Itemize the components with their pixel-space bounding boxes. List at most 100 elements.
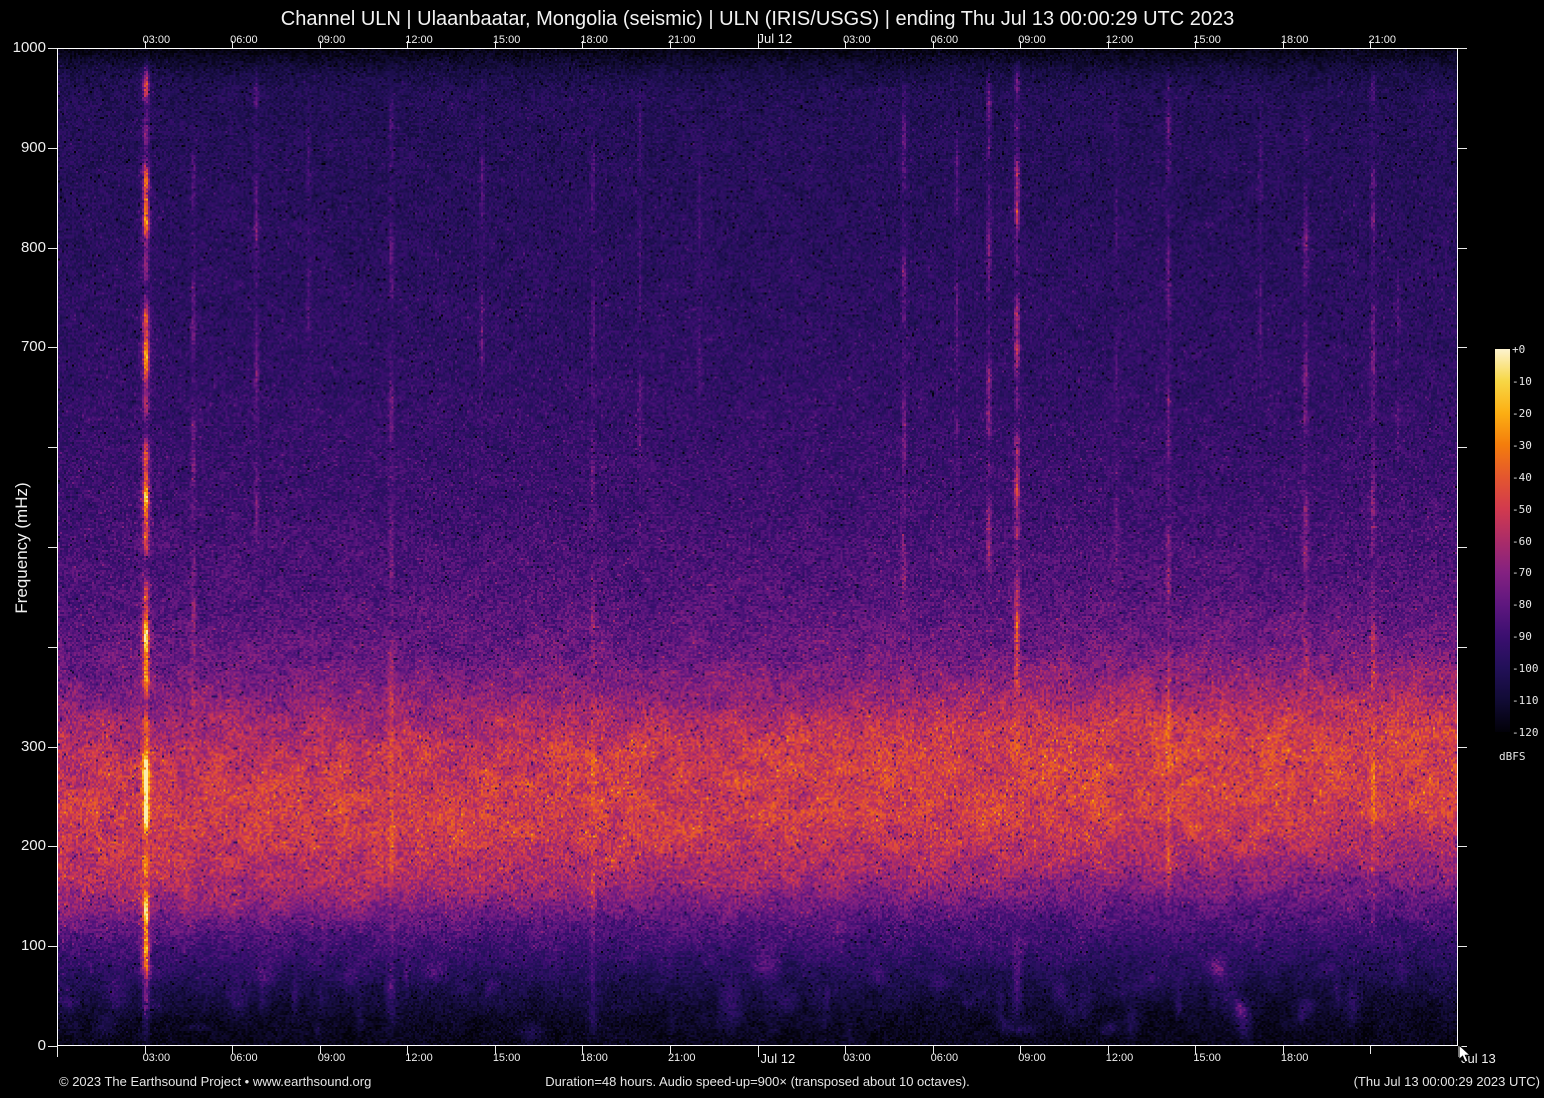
y-tick-left bbox=[48, 646, 57, 648]
x-tick-label-top: 18:00 bbox=[580, 34, 608, 46]
y-tick-label: 900 bbox=[20, 138, 46, 156]
x-tick-bottom bbox=[1282, 1046, 1284, 1054]
x-tick-label-bottom: 18:00 bbox=[1280, 1052, 1309, 1064]
x-tick-label-bottom: 06:00 bbox=[930, 1052, 959, 1064]
x-tick-top bbox=[1195, 41, 1197, 48]
y-tick-label: 800 bbox=[20, 238, 46, 256]
y-tick-left bbox=[48, 447, 57, 449]
x-tick-top bbox=[407, 41, 409, 48]
footer-copyright: © 2023 The Earthsound Project • www.eart… bbox=[59, 1074, 372, 1089]
x-tick-label-top: 12:00 bbox=[1105, 34, 1134, 46]
x-tick-bottom bbox=[757, 1046, 759, 1057]
x-tick-label-top: 06:00 bbox=[930, 34, 959, 46]
x-tick-label-top: 18:00 bbox=[1280, 34, 1309, 46]
y-tick-left bbox=[48, 1046, 57, 1047]
colorbar-tick-label: -70 bbox=[1512, 566, 1532, 580]
x-tick-bottom bbox=[319, 1046, 321, 1054]
x-tick-top bbox=[1282, 41, 1284, 48]
y-tick-right bbox=[1458, 946, 1467, 948]
y-tick-label: 0 bbox=[37, 1037, 46, 1054]
x-tick-label-bottom: 12:00 bbox=[1105, 1052, 1134, 1064]
y-tick-left bbox=[48, 48, 57, 49]
x-tick-top bbox=[845, 41, 847, 48]
x-tick-label-bottom: 03:00 bbox=[142, 1052, 171, 1064]
x-tick-top bbox=[1107, 41, 1109, 48]
x-tick-top bbox=[932, 41, 934, 48]
y-tick-label: 300 bbox=[20, 737, 46, 755]
colorbar-tick-label: -10 bbox=[1512, 374, 1532, 388]
colorbar-tick-label: -100 bbox=[1512, 662, 1539, 676]
y-tick-label: 700 bbox=[20, 338, 46, 356]
x-tick-bottom bbox=[845, 1046, 847, 1054]
y-tick-label: 200 bbox=[20, 837, 46, 855]
x-tick-label-bottom: 06:00 bbox=[230, 1052, 258, 1064]
x-tick-label-bottom: 03:00 bbox=[843, 1052, 871, 1064]
x-tick-label-top: 06:00 bbox=[230, 34, 258, 46]
y-tick-right bbox=[1458, 846, 1467, 848]
x-tick-bottom bbox=[1107, 1046, 1109, 1054]
spectrogram-image bbox=[58, 49, 1457, 1045]
colorbar-tick-label: -90 bbox=[1512, 630, 1532, 644]
x-tick-top bbox=[757, 34, 759, 48]
colorbar-tick-label: -110 bbox=[1512, 694, 1539, 708]
x-tick-bottom bbox=[1195, 1046, 1197, 1054]
x-tick-label-bottom: 18:00 bbox=[580, 1052, 608, 1064]
y-tick-left bbox=[48, 846, 57, 848]
x-tick-bottom bbox=[57, 1046, 58, 1057]
x-tick-label-top: 15:00 bbox=[1193, 34, 1221, 46]
y-tick-right bbox=[1458, 147, 1467, 149]
page-title: Channel ULN | Ulaanbaatar, Mongolia (sei… bbox=[280, 8, 1235, 30]
x-tick-label-top: Jul 12 bbox=[757, 31, 793, 46]
x-tick-label-top: 21:00 bbox=[1368, 34, 1396, 46]
y-tick-left bbox=[48, 746, 57, 748]
colorbar-gradient bbox=[1495, 349, 1510, 732]
x-tick-top bbox=[1020, 41, 1022, 48]
y-tick-left bbox=[48, 547, 57, 548]
colorbar-tick-label: -20 bbox=[1512, 406, 1532, 420]
x-tick-label-top: 03:00 bbox=[142, 34, 171, 46]
y-tick-left bbox=[48, 247, 57, 249]
colorbar-tick-label: -30 bbox=[1512, 438, 1532, 452]
colorbar-tick-label: -80 bbox=[1512, 598, 1532, 612]
x-tick-label-top: 09:00 bbox=[317, 34, 346, 46]
x-tick-label-top: 12:00 bbox=[405, 34, 433, 46]
x-tick-label-bottom: 21:00 bbox=[667, 1052, 696, 1064]
x-tick-label-top: 03:00 bbox=[843, 34, 871, 46]
y-tick-label: 1000 bbox=[12, 39, 46, 56]
x-tick-label-bottom: 09:00 bbox=[317, 1052, 346, 1064]
y-tick-right bbox=[1458, 547, 1467, 548]
x-tick-label-bottom: 09:00 bbox=[1018, 1052, 1046, 1064]
colorbar-tick-label: +0 bbox=[1512, 343, 1526, 356]
x-tick-top bbox=[494, 41, 496, 48]
colorbar-unit-label: dBFS bbox=[1499, 750, 1526, 763]
x-tick-bottom bbox=[144, 1046, 146, 1054]
y-tick-left bbox=[48, 347, 57, 349]
y-tick-left bbox=[48, 147, 57, 149]
footer-timestamp: (Thu Jul 13 00:00:29 2023 UTC) bbox=[1353, 1074, 1540, 1089]
x-tick-bottom bbox=[1020, 1046, 1022, 1054]
x-tick-bottom bbox=[494, 1046, 496, 1054]
mouse-cursor-icon bbox=[1458, 1044, 1472, 1063]
x-tick-bottom bbox=[932, 1046, 934, 1054]
x-tick-top bbox=[232, 41, 234, 48]
colorbar-tick-label: -40 bbox=[1512, 470, 1532, 484]
x-tick-bottom bbox=[669, 1046, 671, 1054]
x-tick-label-top: 15:00 bbox=[492, 34, 521, 46]
x-tick-bottom bbox=[1370, 1046, 1372, 1054]
x-tick-label-top: 09:00 bbox=[1018, 34, 1046, 46]
x-tick-label-top: 21:00 bbox=[667, 34, 696, 46]
x-tick-label-bottom: 15:00 bbox=[492, 1052, 521, 1064]
y-tick-right bbox=[1458, 48, 1467, 49]
colorbar-tick-label: -120 bbox=[1512, 726, 1539, 739]
x-tick-bottom bbox=[232, 1046, 234, 1054]
x-tick-top bbox=[582, 41, 584, 48]
x-tick-top bbox=[144, 41, 146, 48]
y-tick-right bbox=[1458, 247, 1467, 249]
y-tick-right bbox=[1458, 347, 1467, 349]
y-tick-right bbox=[1458, 1046, 1467, 1047]
x-tick-bottom bbox=[582, 1046, 584, 1054]
x-tick-label-bottom: 15:00 bbox=[1193, 1052, 1221, 1064]
x-tick-top bbox=[319, 41, 321, 48]
colorbar-tick-label: -60 bbox=[1512, 534, 1532, 548]
y-tick-right bbox=[1458, 646, 1467, 648]
